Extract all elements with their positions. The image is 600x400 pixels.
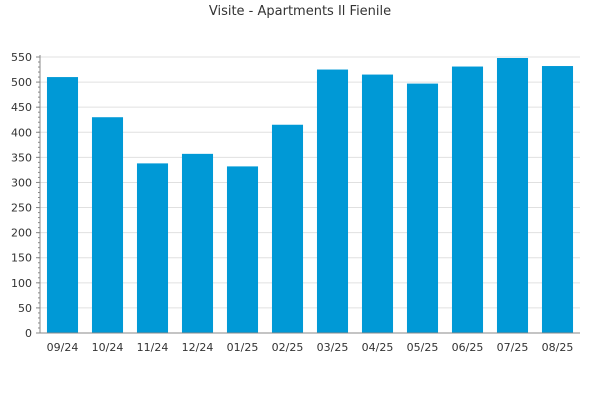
y-tick-label: 50 bbox=[18, 302, 32, 315]
bar bbox=[541, 66, 574, 334]
bar bbox=[91, 117, 124, 333]
y-tick-label: 450 bbox=[11, 101, 32, 114]
bar bbox=[226, 166, 259, 333]
y-tick-label: 250 bbox=[11, 202, 32, 215]
x-tick-label: 05/25 bbox=[407, 341, 439, 354]
x-tick-label: 02/25 bbox=[272, 341, 304, 354]
x-tick-label: 03/25 bbox=[317, 341, 349, 354]
chart-title: Visite - Apartments Il Fienile bbox=[208, 4, 392, 19]
bar bbox=[136, 163, 169, 333]
y-tick-label: 150 bbox=[11, 252, 32, 265]
bar bbox=[271, 124, 304, 333]
bar bbox=[451, 66, 484, 333]
bar bbox=[496, 58, 529, 334]
x-tick-label: 01/25 bbox=[227, 341, 259, 354]
y-tick-label: 350 bbox=[11, 151, 32, 164]
y-tick-label: 500 bbox=[11, 76, 32, 89]
y-tick-label: 0 bbox=[25, 327, 32, 340]
bar bbox=[181, 153, 214, 333]
y-tick-label: 550 bbox=[11, 51, 32, 64]
bar bbox=[316, 69, 349, 333]
bar bbox=[361, 74, 394, 334]
x-tick-label: 11/24 bbox=[137, 341, 169, 354]
x-tick-label: 04/25 bbox=[362, 341, 394, 354]
x-tick-label: 12/24 bbox=[182, 341, 214, 354]
y-tick-label: 200 bbox=[11, 227, 32, 240]
x-tick-label: 06/25 bbox=[452, 341, 484, 354]
x-tick-label: 07/25 bbox=[497, 341, 529, 354]
x-tick-label: 08/25 bbox=[542, 341, 574, 354]
y-tick-label: 300 bbox=[11, 176, 32, 189]
y-tick-label: 100 bbox=[11, 277, 32, 290]
x-tick-label: 10/24 bbox=[92, 341, 124, 354]
x-tick-label: 09/24 bbox=[47, 341, 79, 354]
bar bbox=[46, 77, 79, 333]
bar bbox=[406, 83, 439, 333]
y-tick-label: 400 bbox=[11, 126, 32, 139]
